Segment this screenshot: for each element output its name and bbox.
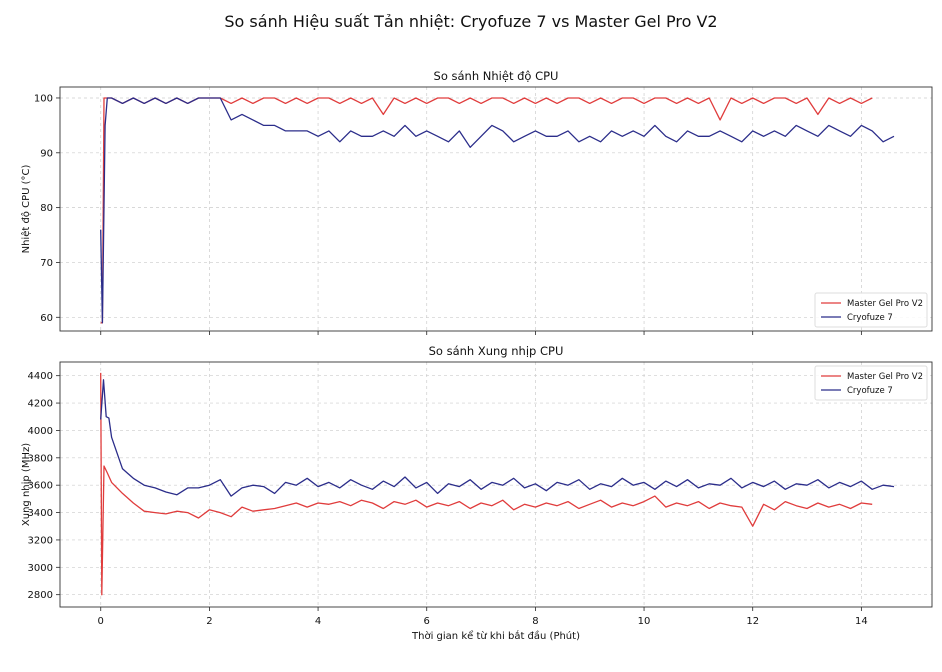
x-tick-label: 10 bbox=[638, 616, 651, 627]
y-tick-label: 70 bbox=[40, 258, 53, 269]
legend-label: Master Gel Pro V2 bbox=[847, 299, 923, 309]
y-tick-label: 4200 bbox=[28, 399, 53, 410]
x-tick-label: 0 bbox=[98, 616, 104, 627]
subplot-1: 60 70 80 90 100 So sánh Nhiệt độ CPU Nhiệt độ … bbox=[20, 69, 933, 335]
y-tick-label: 4400 bbox=[28, 371, 53, 382]
y-tick-label: 3800 bbox=[28, 453, 53, 464]
x-tick-label: 6 bbox=[424, 616, 430, 627]
y-tick-label: 3200 bbox=[28, 535, 53, 546]
x-axis-label: Thời gian kể từ khi bắt đầu (Phút) bbox=[411, 629, 580, 642]
y-tick-label: 90 bbox=[40, 148, 53, 159]
legend-label: Cryofuze 7 bbox=[847, 386, 893, 396]
subplot-title: So sánh Xung nhịp CPU bbox=[429, 344, 564, 358]
series-line-cryofuze-7 bbox=[100, 379, 895, 497]
legend: Master Gel Pro V2 Cryofuze 7 bbox=[814, 292, 928, 328]
y-tick-label: 3600 bbox=[28, 481, 53, 492]
legend-box bbox=[814, 292, 928, 328]
y-tick-label: 2800 bbox=[28, 590, 53, 601]
y-tick-label: 80 bbox=[40, 203, 53, 214]
y-axis-label: Xung nhịp (MHz) bbox=[21, 443, 32, 526]
y-tick-label: 3400 bbox=[28, 508, 53, 519]
legend-label: Master Gel Pro V2 bbox=[847, 372, 923, 382]
legend-label: Cryofuze 7 bbox=[847, 313, 893, 323]
legend-box bbox=[814, 365, 928, 401]
axes-frame bbox=[59, 86, 933, 332]
y-tick-label: 4000 bbox=[28, 426, 53, 437]
figure-title: So sánh Hiệu suất Tản nhiệt: Cryofuze 7 … bbox=[224, 12, 717, 31]
x-tick-label: 2 bbox=[206, 616, 212, 627]
y-tick-label: 100 bbox=[34, 93, 53, 104]
axes-frame bbox=[59, 361, 933, 608]
x-tick-label: 4 bbox=[315, 616, 321, 627]
subplot-title: So sánh Nhiệt độ CPU bbox=[434, 69, 559, 83]
x-tick-label: 14 bbox=[855, 616, 868, 627]
legend: Master Gel Pro V2 Cryofuze 7 bbox=[814, 365, 928, 401]
series-line-master-gel-pro-v2 bbox=[100, 372, 873, 596]
x-tick-label: 12 bbox=[746, 616, 759, 627]
subplot-2: 0 2 4 6 8 10 12 14 2800 3000 3200 3400 3600 3800 4000 4… bbox=[21, 344, 933, 642]
series-line-cryofuze-7 bbox=[100, 97, 895, 324]
y-axis-label: Nhiệt độ CPU (°C) bbox=[20, 165, 32, 254]
y-tick-label: 60 bbox=[40, 313, 53, 324]
y-tick-label: 3000 bbox=[28, 563, 53, 574]
x-tick-label: 8 bbox=[532, 616, 538, 627]
